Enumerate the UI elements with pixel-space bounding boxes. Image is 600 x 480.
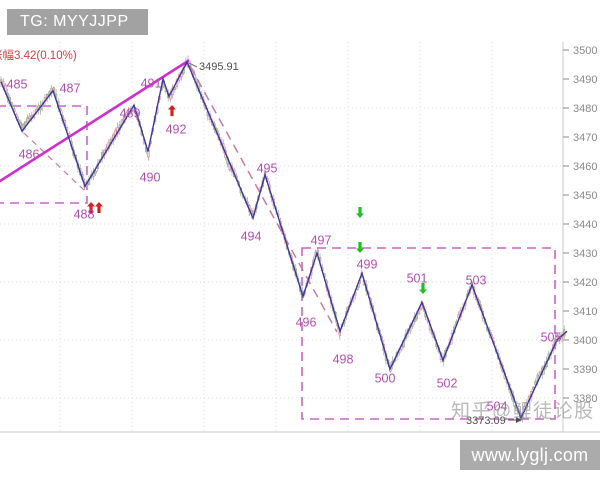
wave-label-491: 491 bbox=[141, 77, 162, 91]
wave-label-490: 490 bbox=[140, 171, 161, 185]
support-dashed-line bbox=[23, 132, 88, 194]
red-up-arrow-icon bbox=[95, 202, 103, 213]
y-axis-label: 3450 bbox=[573, 190, 597, 202]
callout-arrow-head bbox=[516, 417, 522, 423]
y-axis-label: 3400 bbox=[573, 335, 597, 347]
candle-body bbox=[538, 371, 542, 375]
trend-line bbox=[0, 59, 190, 183]
y-axis-label: 3490 bbox=[573, 74, 597, 86]
wave-label-494: 494 bbox=[241, 230, 262, 244]
wave-label-492: 492 bbox=[166, 123, 187, 137]
tg-badge: TG: MYYJJPP bbox=[7, 9, 148, 35]
wave-label-496: 496 bbox=[296, 316, 317, 330]
candle-body bbox=[94, 170, 97, 174]
wave-label-504: 504 bbox=[487, 400, 508, 414]
y-axis-label: 3380 bbox=[573, 393, 597, 405]
wave-label-499: 499 bbox=[357, 258, 378, 272]
wave-label-500: 500 bbox=[375, 372, 396, 386]
wave-label-497: 497 bbox=[311, 234, 332, 248]
candle-body bbox=[173, 87, 176, 90]
zigzag-wave-line bbox=[0, 60, 568, 420]
y-axis-label: 3420 bbox=[573, 277, 597, 289]
y-axis-label: 3470 bbox=[573, 132, 597, 144]
wave-label-495: 495 bbox=[257, 162, 278, 176]
y-axis-label: 3460 bbox=[573, 161, 597, 173]
red-up-arrow-icon bbox=[87, 202, 95, 213]
site-watermark-banner: www.lyglj.com bbox=[460, 440, 600, 470]
wave-label-489: 489 bbox=[120, 107, 141, 121]
green-down-arrow-icon bbox=[356, 207, 364, 218]
dashed-annotation-box bbox=[301, 247, 556, 420]
callout-connector bbox=[188, 62, 198, 68]
decline-dashed-line bbox=[189, 65, 338, 333]
wave-label-486: 486 bbox=[19, 148, 40, 162]
wave-label-488: 488 bbox=[74, 208, 95, 222]
candle-body bbox=[556, 335, 559, 339]
wave-label-502: 502 bbox=[437, 377, 458, 391]
ticker-change-text: 涨幅3.42(0.10%) bbox=[0, 50, 77, 62]
wave-label-485: 485 bbox=[7, 78, 28, 92]
zhihu-watermark: 知乎@鲤徒论股 bbox=[451, 401, 595, 422]
dashed-annotation-box bbox=[0, 105, 88, 204]
y-axis-label: 3430 bbox=[573, 248, 597, 260]
wave-label-487: 487 bbox=[60, 82, 81, 96]
site-watermark-text: www.lyglj.com bbox=[471, 444, 589, 465]
y-axis-label: 3390 bbox=[573, 364, 597, 376]
y-axis-label: 3480 bbox=[573, 103, 597, 115]
wave-label-501: 501 bbox=[407, 272, 428, 286]
candle-body bbox=[26, 117, 29, 123]
y-axis-label: 3440 bbox=[573, 219, 597, 231]
candle-body bbox=[28, 115, 31, 119]
wave-label-505: 505 bbox=[541, 331, 562, 345]
y-axis-label: 3410 bbox=[573, 306, 597, 318]
y-axis-label: 3500 bbox=[573, 45, 597, 57]
wave-label-498: 498 bbox=[333, 353, 354, 367]
price-callout: 3373.09 bbox=[466, 415, 506, 427]
price-callout: 3495.91 bbox=[199, 61, 239, 73]
candlestick-series bbox=[0, 55, 566, 423]
green-down-arrow-icon bbox=[419, 283, 427, 294]
green-down-arrow-icon bbox=[356, 242, 364, 253]
red-up-arrow-icon bbox=[168, 105, 176, 116]
wave-label-503: 503 bbox=[466, 274, 487, 288]
